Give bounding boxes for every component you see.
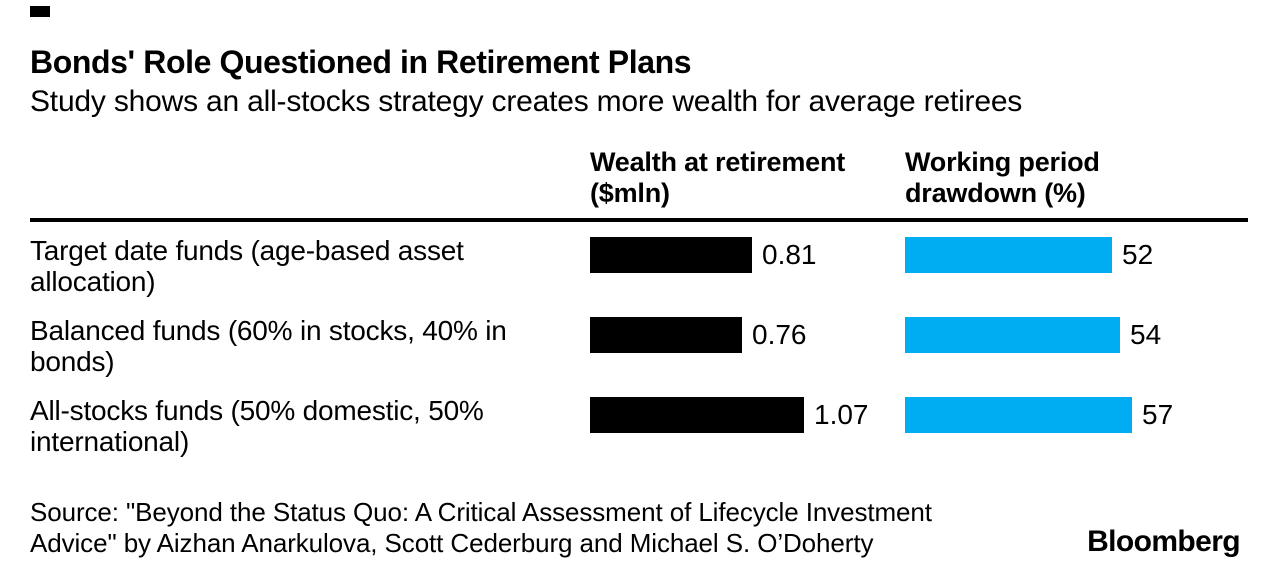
drawdown-bar xyxy=(905,397,1132,433)
drawdown-value: 52 xyxy=(1122,239,1154,270)
table-row: All-stocks funds (50% domestic, 50% inte… xyxy=(0,395,1278,475)
wealth-bar xyxy=(590,397,804,433)
header-divider-rule xyxy=(30,218,1248,222)
table-row: Target date funds (age-based asset alloc… xyxy=(0,235,1278,315)
wealth-value: 0.81 xyxy=(762,239,817,270)
bloomberg-logo: Bloomberg xyxy=(1087,525,1241,558)
chart-subtitle: Study shows an all-stocks strategy creat… xyxy=(30,85,1023,118)
brand-square-icon xyxy=(30,6,50,17)
drawdown-value: 57 xyxy=(1142,399,1174,430)
row-label: Target date funds (age-based asset alloc… xyxy=(30,235,464,297)
drawdown-bar xyxy=(905,317,1120,353)
row-label: All-stocks funds (50% domestic, 50% inte… xyxy=(30,395,484,457)
wealth-bar xyxy=(590,237,752,273)
wealth-value: 1.07 xyxy=(814,399,869,430)
wealth-bar xyxy=(590,317,742,353)
row-label: Balanced funds (60% in stocks, 40% in bo… xyxy=(30,315,507,377)
drawdown-value: 54 xyxy=(1130,319,1162,350)
wealth-value: 0.76 xyxy=(752,319,807,350)
table-row: Balanced funds (60% in stocks, 40% in bo… xyxy=(0,315,1278,395)
source-note: Source: "Beyond the Status Quo: A Critic… xyxy=(30,497,932,558)
drawdown-bar xyxy=(905,237,1112,273)
chart-title: Bonds' Role Questioned in Retirement Pla… xyxy=(30,44,692,80)
column-header-drawdown: Working period drawdown (%) xyxy=(905,147,1100,208)
column-header-wealth: Wealth at retirement ($mln) xyxy=(590,147,846,208)
